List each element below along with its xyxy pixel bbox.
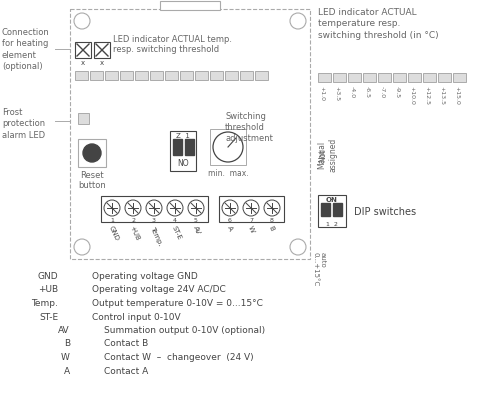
Text: W: W: [246, 224, 255, 233]
Text: Control input 0-10V: Control input 0-10V: [92, 312, 180, 321]
Text: AV: AV: [58, 325, 70, 334]
Text: Not
assigned: Not assigned: [318, 138, 338, 172]
Bar: [393, 74, 406, 83]
Text: Temp.: Temp.: [150, 224, 164, 245]
Bar: [219, 196, 284, 222]
Bar: [255, 72, 268, 81]
Text: 1: 1: [110, 217, 114, 222]
Text: Output temperature 0-10V = 0...15°C: Output temperature 0-10V = 0...15°C: [92, 298, 263, 307]
Bar: [423, 74, 436, 83]
Bar: [90, 72, 103, 81]
Text: Switching
threshold
adjustment: Switching threshold adjustment: [225, 112, 273, 143]
Text: LED indicator ACTUAL
temperature resp.
switching threshold (in °C): LED indicator ACTUAL temperature resp. s…: [318, 8, 438, 40]
Text: 1  2: 1 2: [326, 222, 338, 226]
Text: AV: AV: [192, 224, 201, 235]
Bar: [453, 74, 466, 83]
Bar: [185, 140, 194, 156]
Text: Z  1: Z 1: [176, 133, 190, 139]
Bar: [210, 130, 246, 166]
Text: Reset
button: Reset button: [78, 171, 106, 190]
Text: 5: 5: [194, 217, 198, 222]
Bar: [240, 72, 253, 81]
Bar: [333, 203, 342, 216]
Text: LED indicator ACTUAL temp.
resp. switching threshold: LED indicator ACTUAL temp. resp. switchi…: [113, 35, 232, 54]
Text: +UB: +UB: [128, 224, 140, 241]
Bar: [165, 72, 178, 81]
Bar: [78, 140, 106, 168]
Text: x: x: [81, 60, 85, 66]
Text: Contact W  –  changeover  (24 V): Contact W – changeover (24 V): [104, 352, 254, 361]
Bar: [173, 140, 182, 156]
Text: +15.0: +15.0: [454, 86, 460, 104]
Text: +UB: +UB: [38, 285, 58, 294]
Text: ST-E: ST-E: [170, 224, 182, 241]
Bar: [180, 72, 193, 81]
Bar: [348, 74, 361, 83]
Text: ON: ON: [326, 196, 338, 202]
Text: W: W: [61, 352, 70, 361]
Text: 4: 4: [173, 217, 177, 222]
Text: auto
0...+15°C: auto 0...+15°C: [313, 252, 326, 286]
Bar: [160, 2, 220, 11]
Text: ST-E: ST-E: [39, 312, 58, 321]
Text: NO: NO: [177, 159, 189, 168]
Bar: [378, 74, 391, 83]
Text: +1.0: +1.0: [320, 86, 324, 101]
Bar: [363, 74, 376, 83]
Text: +3.5: +3.5: [334, 86, 340, 101]
Text: DIP switches: DIP switches: [354, 207, 416, 216]
Bar: [321, 203, 330, 216]
Text: GND: GND: [38, 271, 58, 280]
Bar: [408, 74, 421, 83]
Text: Operating voltage GND: Operating voltage GND: [92, 271, 198, 280]
Text: Connection
for heating
element
(optional): Connection for heating element (optional…: [2, 28, 50, 71]
Bar: [75, 72, 88, 81]
Text: Operating voltage 24V AC/DC: Operating voltage 24V AC/DC: [92, 285, 226, 294]
Bar: [170, 132, 196, 172]
Text: +12.5: +12.5: [424, 86, 430, 105]
Text: 3: 3: [152, 217, 156, 222]
Text: A: A: [64, 366, 70, 375]
Text: GND: GND: [108, 224, 120, 241]
Text: Manual: Manual: [317, 141, 326, 168]
Text: 8: 8: [270, 217, 274, 222]
Bar: [78, 114, 89, 125]
Text: Contact B: Contact B: [104, 339, 148, 347]
Text: -9.5: -9.5: [394, 86, 400, 98]
Bar: [318, 74, 331, 83]
Text: B: B: [268, 224, 275, 231]
Text: +10.0: +10.0: [410, 86, 414, 104]
Text: A: A: [226, 224, 233, 231]
Text: 2: 2: [131, 217, 135, 222]
Bar: [225, 72, 238, 81]
Bar: [120, 72, 133, 81]
Bar: [150, 72, 163, 81]
Text: Temp.: Temp.: [31, 298, 58, 307]
Text: -7.0: -7.0: [380, 86, 384, 98]
Bar: [438, 74, 451, 83]
Text: min.  max.: min. max.: [208, 168, 248, 177]
Bar: [101, 196, 208, 222]
Text: B: B: [64, 339, 70, 347]
Bar: [210, 72, 223, 81]
Text: -6.5: -6.5: [364, 86, 370, 98]
Text: 7: 7: [249, 217, 253, 222]
Bar: [318, 196, 346, 228]
Bar: [105, 72, 118, 81]
Text: 6: 6: [228, 217, 232, 222]
Text: +13.5: +13.5: [440, 86, 444, 105]
Circle shape: [83, 145, 101, 162]
Bar: [135, 72, 148, 81]
Bar: [70, 10, 310, 259]
Text: Contact A: Contact A: [104, 366, 148, 375]
Bar: [333, 74, 346, 83]
Text: Summation output 0-10V (optional): Summation output 0-10V (optional): [104, 325, 265, 334]
Bar: [75, 43, 91, 59]
Text: -4.0: -4.0: [350, 86, 354, 98]
Text: x: x: [100, 60, 104, 66]
Bar: [94, 43, 110, 59]
Text: Frost
protection
alarm LED: Frost protection alarm LED: [2, 108, 45, 140]
Bar: [195, 72, 208, 81]
